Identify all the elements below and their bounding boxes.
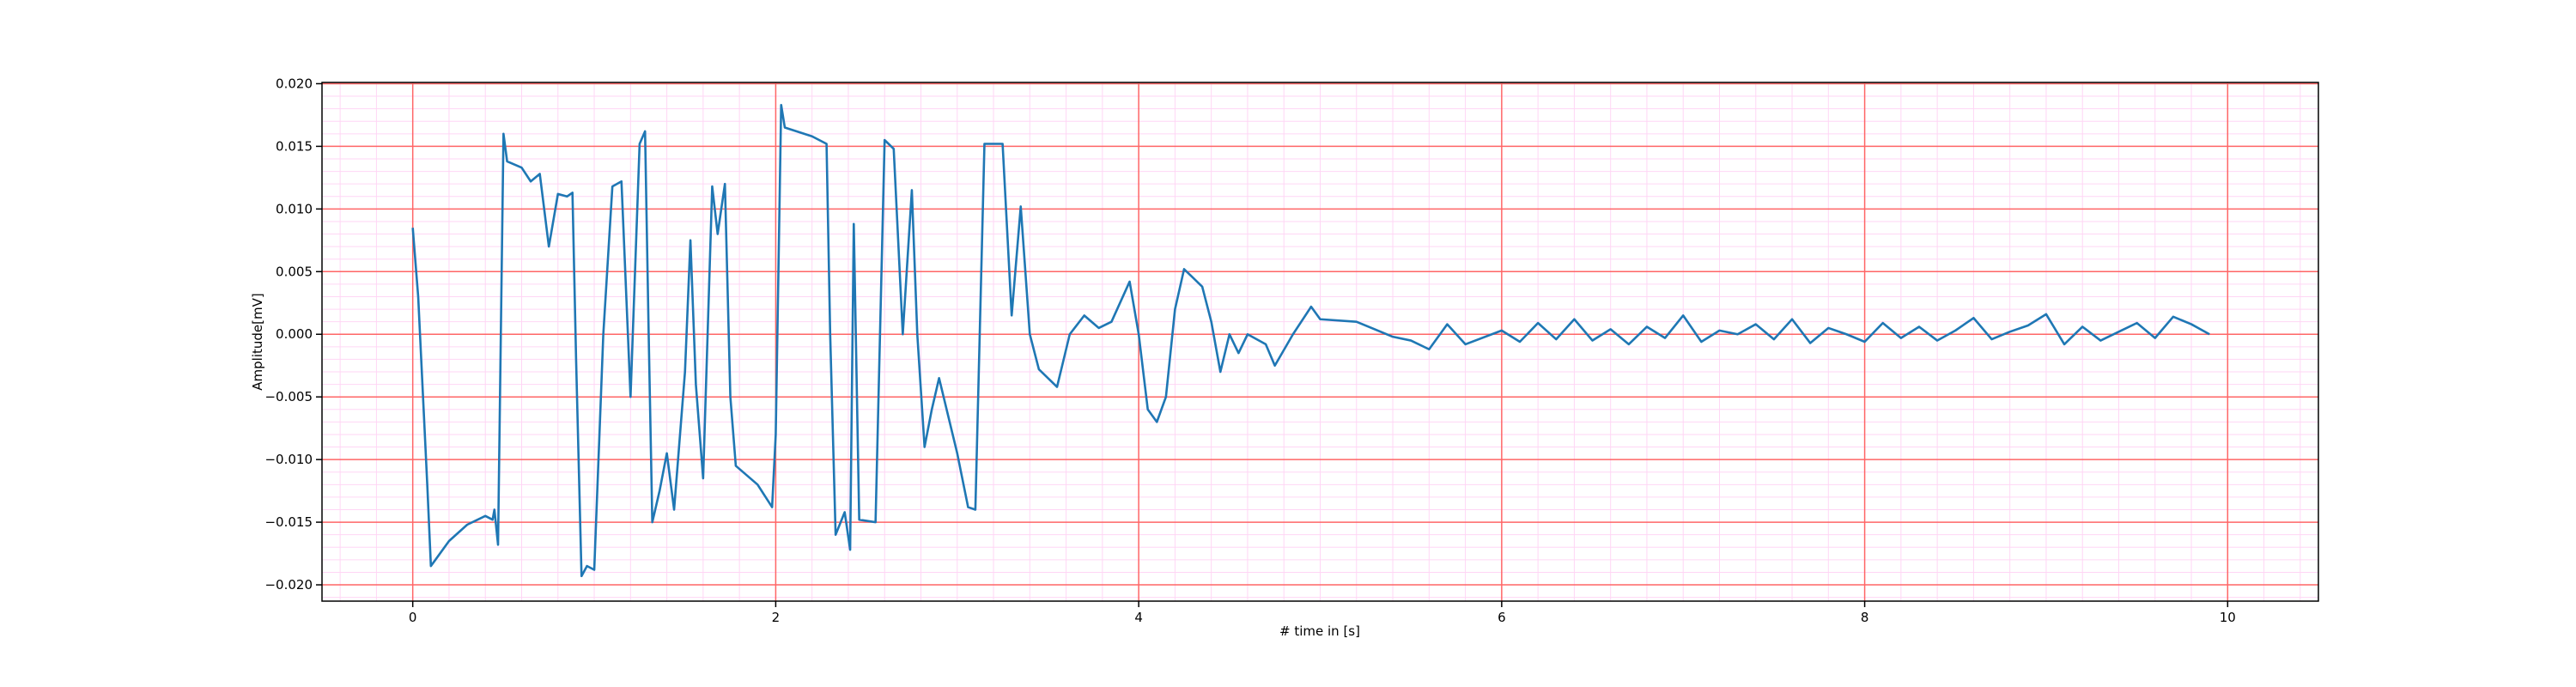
y-axis-label: Amplitude[mV] xyxy=(250,293,265,390)
x-tick-label: 2 xyxy=(772,610,781,625)
y-tick-label: −0.020 xyxy=(264,577,313,593)
x-tick-label: 8 xyxy=(1861,610,1869,625)
y-tick-label: 0.020 xyxy=(276,76,313,91)
x-tick-label: 10 xyxy=(2220,610,2236,625)
y-tick-label: 0.005 xyxy=(276,264,313,279)
x-tick-label: 6 xyxy=(1498,610,1506,625)
y-tick-label: −0.015 xyxy=(264,514,313,530)
y-tick-label: 0.010 xyxy=(276,201,313,216)
x-axis-label: # time in [s] xyxy=(1279,623,1360,639)
y-tick-label: −0.005 xyxy=(264,389,313,404)
y-tick-label: 0.000 xyxy=(276,326,313,342)
y-tick-label: 0.015 xyxy=(276,138,313,154)
plot-frame xyxy=(321,82,2319,602)
y-tick-label: −0.010 xyxy=(264,452,313,467)
x-tick-label: 4 xyxy=(1134,610,1143,625)
data-line xyxy=(411,103,2210,578)
x-tick-label: 0 xyxy=(409,610,417,625)
